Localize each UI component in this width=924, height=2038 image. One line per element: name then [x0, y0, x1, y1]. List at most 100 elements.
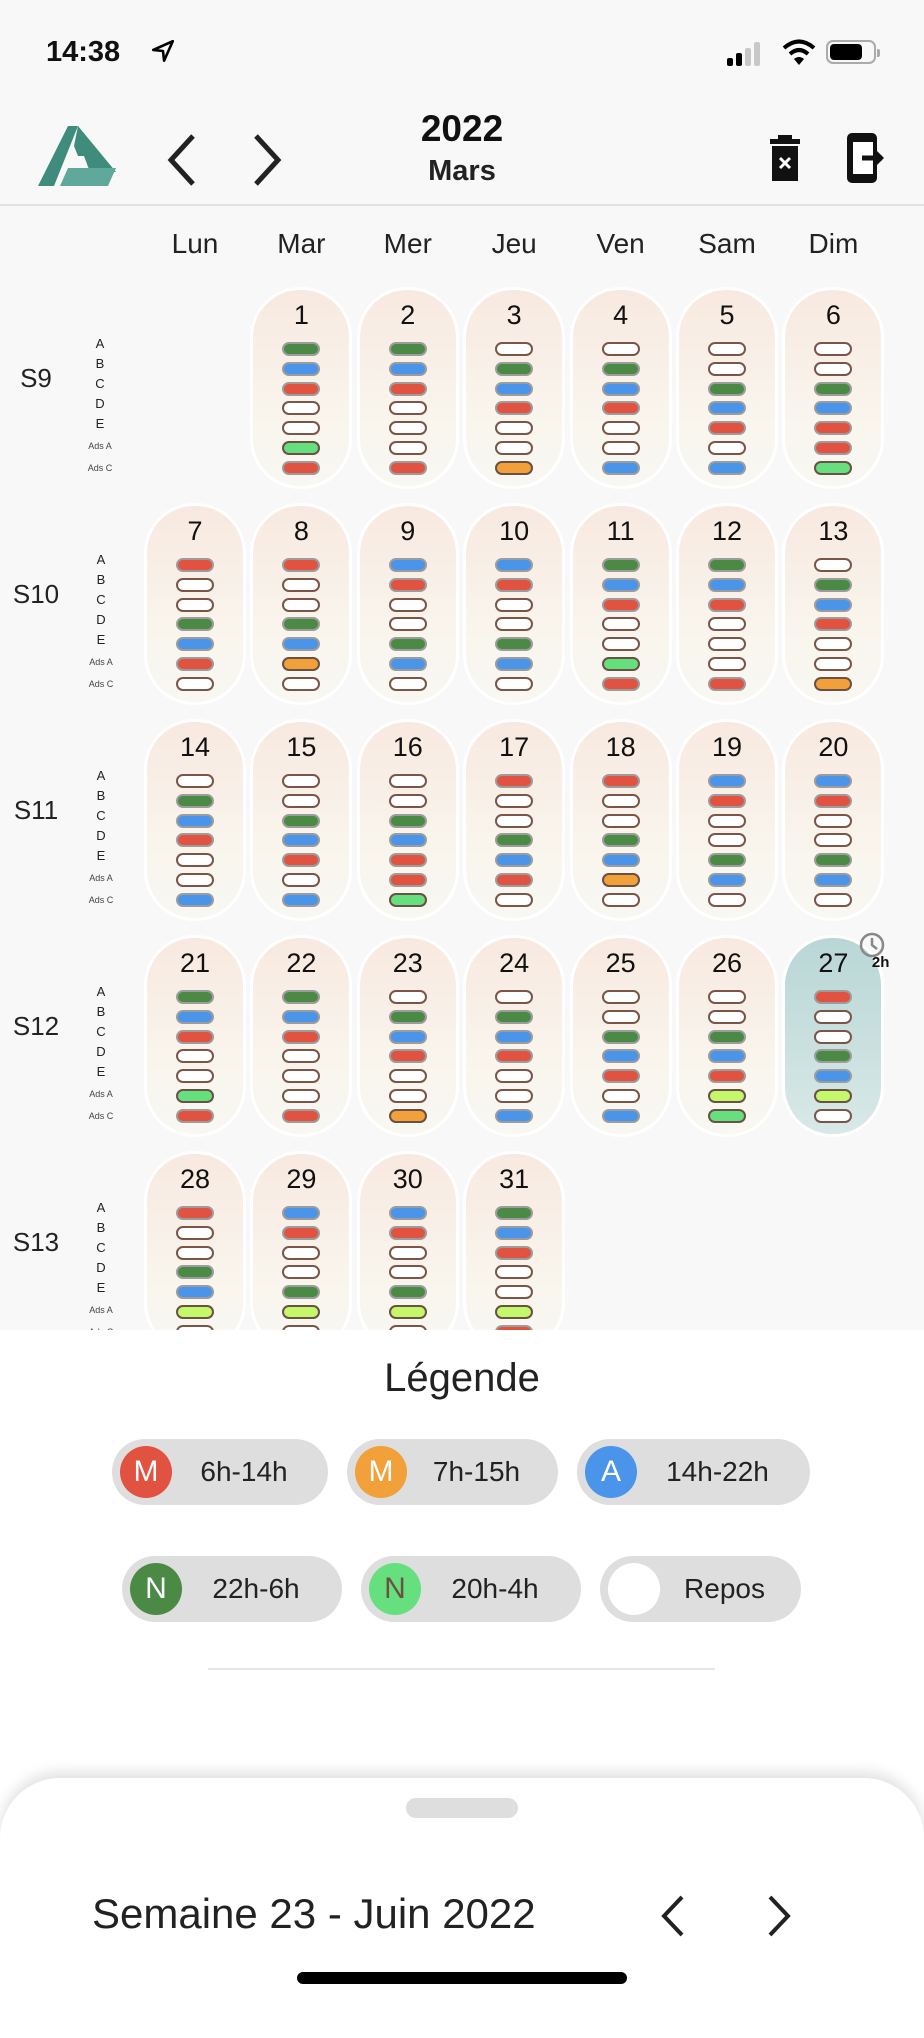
- shift-pill-blue[interactable]: [388, 833, 427, 848]
- shift-pill-lightgreen[interactable]: [388, 892, 427, 907]
- shift-pill-white[interactable]: [601, 1009, 640, 1024]
- shift-pill-blue[interactable]: [495, 381, 534, 396]
- shift-pill-white[interactable]: [495, 1265, 534, 1280]
- shift-pill-green[interactable]: [708, 853, 746, 868]
- shift-pill-white[interactable]: [495, 342, 534, 356]
- shift-pill-green[interactable]: [814, 1049, 853, 1064]
- shift-pill-white[interactable]: [495, 892, 534, 907]
- shift-pill-blue[interactable]: [708, 577, 746, 592]
- shift-pill-blue[interactable]: [282, 833, 321, 848]
- shift-pill-white[interactable]: [388, 1265, 427, 1280]
- shift-pill-green[interactable]: [495, 1206, 534, 1220]
- shift-pill-white[interactable]: [176, 577, 214, 592]
- shift-pill-white[interactable]: [388, 421, 427, 436]
- shift-pill-white[interactable]: [176, 1069, 214, 1084]
- day-cell[interactable]: 27 2h: [782, 932, 889, 1137]
- shift-pill-red[interactable]: [814, 793, 853, 808]
- shift-pill-white[interactable]: [814, 558, 853, 572]
- shift-pill-blue[interactable]: [495, 1029, 534, 1044]
- shift-pill-lime[interactable]: [708, 1089, 746, 1103]
- bottom-sheet[interactable]: [0, 1778, 924, 2038]
- shift-pill-white[interactable]: [814, 637, 853, 652]
- shift-pill-lime[interactable]: [176, 1305, 214, 1319]
- shift-pill-green[interactable]: [388, 637, 427, 652]
- shift-pill-blue[interactable]: [282, 637, 321, 652]
- shift-pill-white[interactable]: [708, 441, 746, 455]
- shift-pill-blue[interactable]: [388, 1029, 427, 1044]
- shift-pill-blue[interactable]: [388, 361, 427, 376]
- shift-pill-white[interactable]: [388, 441, 427, 455]
- shift-pill-white[interactable]: [814, 813, 853, 828]
- shift-pill-white[interactable]: [282, 597, 321, 612]
- shift-pill-red[interactable]: [282, 558, 321, 572]
- day-cell[interactable]: 15: [250, 719, 353, 921]
- shift-pill-white[interactable]: [388, 1069, 427, 1084]
- shift-pill-white[interactable]: [176, 1225, 214, 1240]
- day-cell[interactable]: 22: [250, 935, 353, 1137]
- shift-pill-white[interactable]: [601, 441, 640, 455]
- day-cell[interactable]: 13: [782, 503, 885, 705]
- shift-pill-red[interactable]: [708, 597, 746, 612]
- shift-pill-white[interactable]: [814, 1009, 853, 1024]
- shift-pill-green[interactable]: [282, 813, 321, 828]
- shift-pill-blue[interactable]: [282, 1009, 321, 1024]
- shift-pill-blue[interactable]: [388, 657, 427, 671]
- shift-pill-green[interactable]: [282, 1285, 321, 1300]
- shift-pill-blue[interactable]: [176, 1285, 214, 1300]
- day-cell[interactable]: 1: [250, 287, 353, 489]
- shift-pill-green[interactable]: [708, 558, 746, 572]
- shift-pill-red[interactable]: [176, 1206, 214, 1220]
- shift-pill-white[interactable]: [814, 833, 853, 848]
- shift-pill-blue[interactable]: [708, 1049, 746, 1064]
- shift-pill-red[interactable]: [814, 441, 853, 455]
- shift-pill-orange[interactable]: [282, 657, 321, 671]
- delete-button[interactable]: [760, 128, 810, 188]
- shift-pill-blue[interactable]: [495, 1108, 534, 1123]
- shift-pill-red[interactable]: [176, 558, 214, 572]
- shift-pill-red[interactable]: [282, 381, 321, 396]
- shift-pill-lime[interactable]: [495, 1305, 534, 1319]
- shift-pill-red[interactable]: [282, 853, 321, 868]
- shift-pill-white[interactable]: [814, 342, 853, 356]
- shift-pill-white[interactable]: [388, 1089, 427, 1103]
- day-cell[interactable]: 24: [463, 935, 566, 1137]
- shift-pill-green[interactable]: [388, 813, 427, 828]
- shift-pill-white[interactable]: [176, 676, 214, 691]
- day-cell[interactable]: 14: [144, 719, 246, 921]
- shift-pill-red[interactable]: [495, 401, 534, 416]
- shift-pill-red[interactable]: [601, 1069, 640, 1084]
- day-cell[interactable]: 7: [144, 503, 246, 705]
- shift-pill-white[interactable]: [495, 1089, 534, 1103]
- shift-pill-white[interactable]: [601, 421, 640, 436]
- shift-pill-white[interactable]: [282, 577, 321, 592]
- day-cell[interactable]: 29: [250, 1151, 353, 1330]
- shift-pill-orange[interactable]: [601, 873, 640, 887]
- shift-pill-blue[interactable]: [495, 657, 534, 671]
- shift-pill-green[interactable]: [495, 361, 534, 376]
- shift-pill-white[interactable]: [708, 1009, 746, 1024]
- shift-pill-red[interactable]: [388, 1225, 427, 1240]
- shift-pill-white[interactable]: [176, 774, 214, 788]
- shift-pill-white[interactable]: [495, 617, 534, 632]
- shift-pill-green[interactable]: [708, 381, 746, 396]
- shift-pill-blue[interactable]: [388, 558, 427, 572]
- shift-pill-white[interactable]: [282, 676, 321, 691]
- shift-pill-green[interactable]: [495, 637, 534, 652]
- shift-pill-white[interactable]: [495, 813, 534, 828]
- shift-pill-red[interactable]: [176, 657, 214, 671]
- shift-pill-blue[interactable]: [388, 1206, 427, 1220]
- shift-pill-red[interactable]: [176, 833, 214, 848]
- day-cell[interactable]: 11: [569, 503, 672, 705]
- shift-pill-white[interactable]: [176, 853, 214, 868]
- shift-pill-white[interactable]: [388, 1245, 427, 1260]
- shift-pill-blue[interactable]: [282, 892, 321, 907]
- shift-pill-white[interactable]: [176, 873, 214, 887]
- shift-pill-green[interactable]: [601, 558, 640, 572]
- shift-pill-white[interactable]: [495, 793, 534, 808]
- shift-pill-blue[interactable]: [176, 892, 214, 907]
- shift-pill-white[interactable]: [176, 597, 214, 612]
- shift-pill-blue[interactable]: [601, 1108, 640, 1123]
- shift-pill-orange[interactable]: [495, 460, 534, 475]
- legend-item[interactable]: Repos: [600, 1556, 801, 1622]
- shift-pill-white[interactable]: [495, 441, 534, 455]
